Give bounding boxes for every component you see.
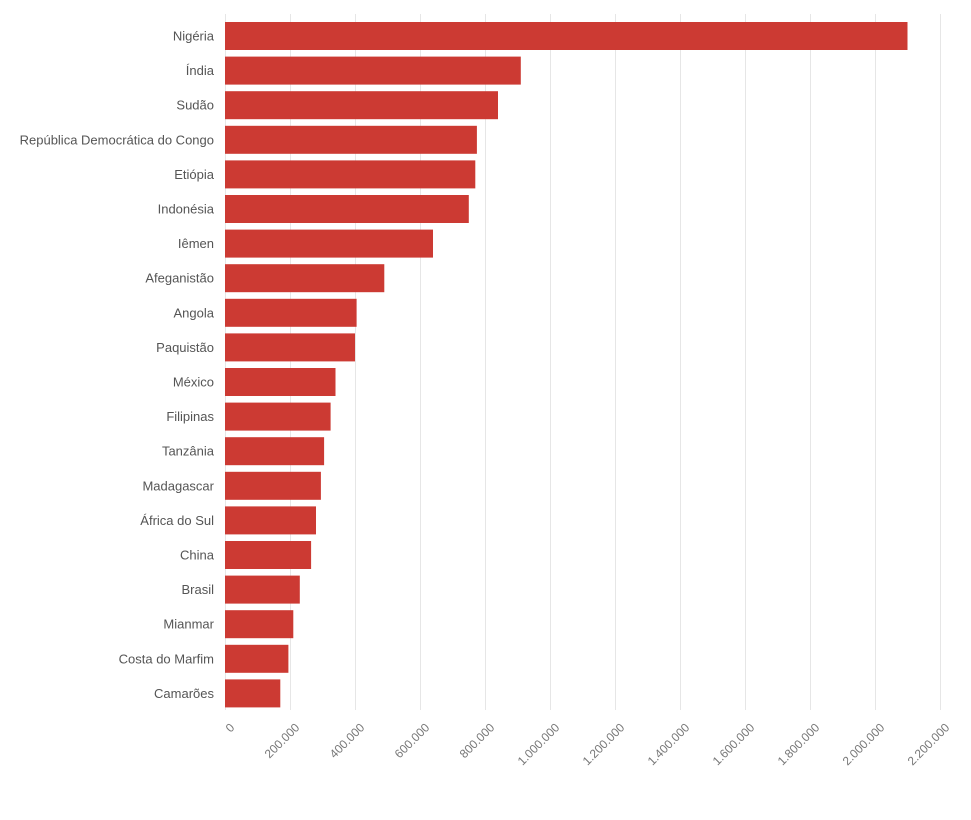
category-labels: Nigéria Índia Sudão República Democrática d… [20,29,215,701]
bar [225,125,477,154]
bar [225,56,521,85]
category-label: Angola [174,305,215,320]
category-label: Brasil [181,582,214,597]
x-tick-label: 1.000.000 [515,720,563,768]
x-axis-tick-labels: 0 200.000 400.000 600.000 800.000 1.000.000 1.… [223,720,953,768]
x-tick-label: 800.000 [457,720,498,761]
category-label: China [180,548,215,563]
x-tick-label: 200.000 [262,720,303,761]
bar [225,610,294,639]
bar [225,264,385,293]
x-tick-label: 2.000.000 [840,720,888,768]
bar [225,298,357,327]
x-tick-label: 1.600.000 [710,720,758,768]
category-label: Índia [186,63,215,78]
category-label: Mianmar [163,617,214,632]
category-label: Paquistão [156,340,214,355]
x-tick-label: 0 [223,720,238,735]
category-label: Iêmen [178,236,214,251]
category-label: República Democrática do Congo [20,132,214,147]
bar [225,644,289,673]
bar [225,229,433,258]
bar [225,437,325,466]
bar [225,506,316,535]
category-label: Sudão [176,98,214,113]
bar [225,195,469,223]
bar [225,679,281,708]
bar [225,22,908,50]
bar [225,471,321,500]
category-label: Tanzânia [162,444,215,459]
category-label: México [173,375,214,390]
x-tick-label: 1.200.000 [580,720,628,768]
bar [225,575,300,604]
x-tick-label: 600.000 [392,720,433,761]
category-label: Costa do Marfim [119,651,214,666]
category-label: Indonésia [158,202,215,217]
bars [225,22,908,708]
category-label: Etiópia [174,167,215,182]
bar [225,91,498,120]
bar [225,402,331,431]
x-tick-label: 1.800.000 [775,720,823,768]
category-label: Filipinas [166,409,214,424]
category-label: Camarões [154,686,214,701]
bar [225,333,355,362]
bar [225,541,312,569]
x-tick-label: 1.400.000 [645,720,693,768]
bar [225,368,336,396]
x-tick-label: 400.000 [327,720,368,761]
category-label: Afeganistão [145,271,214,286]
x-tick-label: 2.200.000 [905,720,953,768]
category-label: África do Sul [140,513,214,528]
category-label: Madagascar [142,478,214,493]
category-label: Nigéria [173,29,215,44]
bar [225,160,476,189]
